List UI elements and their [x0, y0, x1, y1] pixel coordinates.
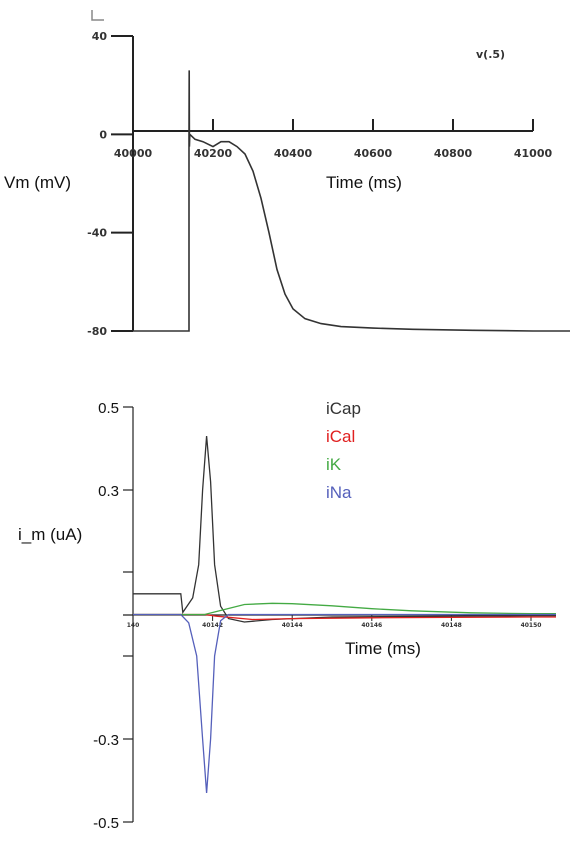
vm-y-tick-label: 0	[99, 128, 107, 141]
im-x-tick-label: 40142	[202, 622, 223, 629]
vm-x-tick-label: 40000	[114, 147, 153, 160]
im-y-tick-label: 0.5	[98, 400, 119, 417]
series-line-icap	[133, 436, 556, 623]
vm-x-tick-label: 40800	[434, 147, 473, 160]
vm-x-tick-label: 40400	[274, 147, 313, 160]
legend-entry-icap: iCap	[326, 399, 361, 418]
im-x-tick-label: 40148	[441, 622, 462, 629]
vm-y-axis-label: Vm (mV)	[4, 173, 71, 192]
im-series-lines	[133, 436, 556, 794]
im-x-tick-label: 40144	[282, 622, 303, 629]
im-y-tick-label: -0.5	[93, 815, 119, 832]
legend-entry-ical: iCal	[326, 427, 355, 446]
series-line-ik	[133, 602, 556, 616]
current-chart: 0.5 0.3 -0.3 -0.5 140 40142 40144 40146 40148 40…	[18, 399, 556, 832]
vm-x-tick-label: 41000	[514, 147, 553, 160]
im-x-tick-label: 40150	[521, 622, 542, 629]
legend-entry-ik: iK	[326, 455, 342, 474]
corner-mark	[91, 10, 104, 21]
im-x-tick-label: 140	[127, 622, 140, 629]
vm-x-axis-label: Time (ms)	[326, 173, 402, 192]
vm-x-tick-label: 40200	[194, 147, 233, 160]
series-line-ina	[133, 613, 556, 794]
vm-y-tick-label: -40	[87, 227, 107, 240]
vm-legend-entry: v(.5)	[476, 48, 505, 61]
im-y-ticks: 0.5 0.3 -0.3 -0.5	[93, 400, 133, 832]
vm-x-ticks: 40000 40200 40400 40600 40800 41000	[114, 119, 553, 160]
vm-y-tick-label: 40	[92, 30, 108, 43]
series-line-v-5	[133, 70, 570, 332]
im-x-tick-label: 40146	[361, 622, 382, 629]
series-line-ical	[133, 613, 556, 621]
vm-chart: 40 0 -40 -80 40000 40200 40400 40600 40800 41000…	[4, 10, 570, 338]
vm-y-ticks: 40 0 -40 -80	[87, 30, 133, 338]
im-y-tick-label: -0.3	[93, 732, 119, 749]
vm-y-tick-label: -80	[87, 325, 107, 338]
vm-x-tick-label: 40600	[354, 147, 393, 160]
im-legend: iCap iCal iK iNa	[326, 399, 361, 502]
im-y-tick-label: 0.3	[98, 483, 119, 500]
legend-entry-ina: iNa	[326, 483, 352, 502]
im-y-axis-label: i_m (uA)	[18, 525, 82, 544]
im-x-axis-label: Time (ms)	[345, 639, 421, 658]
